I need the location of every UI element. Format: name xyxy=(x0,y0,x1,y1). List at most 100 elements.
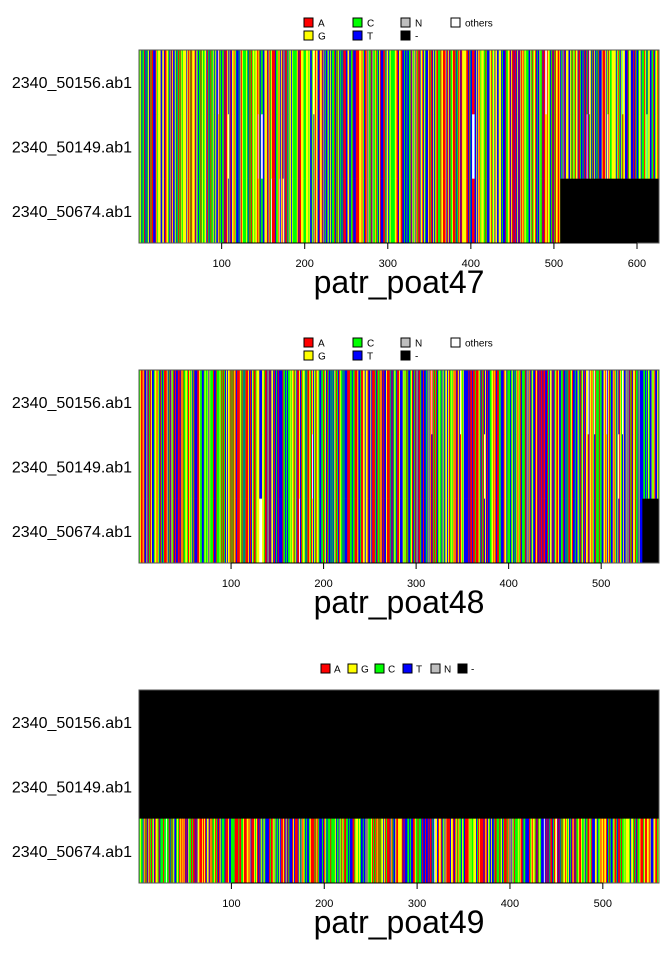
base-bar xyxy=(478,818,481,884)
base-bar xyxy=(414,370,416,435)
base-bar xyxy=(634,50,637,115)
base-bar xyxy=(513,178,515,244)
base-bar xyxy=(457,114,460,179)
base-bar xyxy=(288,178,290,244)
base-bar xyxy=(269,370,271,435)
base-bar xyxy=(642,498,660,564)
base-bar xyxy=(610,818,613,884)
base-bar xyxy=(365,370,368,435)
base-bar xyxy=(175,498,177,564)
base-bar xyxy=(171,50,173,115)
base-bar xyxy=(299,498,301,564)
base-bar xyxy=(438,818,440,884)
base-bar xyxy=(240,370,243,435)
base-bar xyxy=(458,434,460,499)
base-bar xyxy=(376,434,379,499)
base-bar xyxy=(445,370,448,435)
base-bar xyxy=(320,114,323,179)
base-bar xyxy=(437,818,439,884)
base-bar xyxy=(227,178,230,244)
base-bar xyxy=(575,50,577,115)
base-bar xyxy=(529,370,531,435)
base-bar xyxy=(185,818,187,884)
base-bar xyxy=(475,434,479,499)
base-bar xyxy=(188,498,190,564)
base-bar xyxy=(286,114,288,179)
base-bar xyxy=(417,818,419,884)
base-bar xyxy=(325,818,327,884)
base-bar xyxy=(154,498,157,564)
base-bar xyxy=(637,498,639,564)
base-bar xyxy=(535,498,537,564)
base-bar xyxy=(278,498,283,564)
base-bar xyxy=(397,498,400,564)
base-bar xyxy=(339,114,341,179)
base-bar xyxy=(512,498,515,564)
base-bar xyxy=(312,114,314,179)
base-bar xyxy=(341,114,343,179)
base-bar xyxy=(178,50,180,115)
base-bar xyxy=(340,370,343,435)
base-bar xyxy=(315,498,317,564)
base-bar xyxy=(592,370,594,435)
base-bar xyxy=(151,50,154,115)
base-bar xyxy=(186,114,188,179)
base-bar xyxy=(470,178,473,244)
base-bar xyxy=(270,434,272,499)
base-bar xyxy=(466,114,469,179)
base-bar xyxy=(312,50,314,115)
base-bar xyxy=(483,114,486,179)
base-bar xyxy=(375,498,378,564)
base-bar xyxy=(366,178,368,244)
base-bar xyxy=(243,434,245,499)
base-bar xyxy=(417,178,419,244)
base-bar xyxy=(291,434,294,499)
base-bar xyxy=(379,434,381,499)
base-bar xyxy=(376,50,379,115)
base-bar xyxy=(653,50,655,115)
base-bar xyxy=(139,114,141,179)
base-bar xyxy=(146,434,148,499)
base-bar xyxy=(537,114,540,179)
base-bar xyxy=(437,434,440,499)
base-bar xyxy=(244,434,246,499)
base-bar xyxy=(148,114,151,179)
base-bar xyxy=(393,434,395,499)
base-bar xyxy=(436,50,439,115)
base-bar xyxy=(188,114,190,179)
base-bar xyxy=(269,498,271,564)
base-bar xyxy=(613,818,615,884)
base-bar xyxy=(408,498,411,564)
base-bar xyxy=(461,114,463,179)
base-bar xyxy=(410,434,412,499)
base-bar xyxy=(273,370,275,435)
base-bar xyxy=(562,370,564,435)
base-bar xyxy=(317,818,319,884)
base-bar xyxy=(230,114,232,179)
base-bar xyxy=(599,50,602,115)
base-bar xyxy=(320,178,323,244)
base-bar xyxy=(473,818,477,884)
base-bar xyxy=(189,818,192,884)
base-bar xyxy=(398,818,403,884)
base-bar xyxy=(443,178,446,244)
base-bar xyxy=(511,818,513,884)
base-bar xyxy=(538,498,540,564)
base-bar xyxy=(433,50,436,115)
base-bar xyxy=(463,370,469,435)
base-bar xyxy=(364,50,366,115)
base-bar xyxy=(531,498,533,564)
base-bar xyxy=(624,114,628,179)
base-bar xyxy=(219,498,221,564)
base-bar xyxy=(390,114,396,179)
base-bar xyxy=(292,178,298,244)
base-bar xyxy=(219,50,222,115)
base-bar xyxy=(574,50,576,115)
base-bar xyxy=(350,178,353,244)
base-bar xyxy=(501,114,503,179)
base-bar xyxy=(342,50,344,115)
base-bar xyxy=(369,114,372,179)
base-bar xyxy=(402,114,405,179)
base-bar xyxy=(416,370,418,435)
base-bar xyxy=(511,50,513,115)
